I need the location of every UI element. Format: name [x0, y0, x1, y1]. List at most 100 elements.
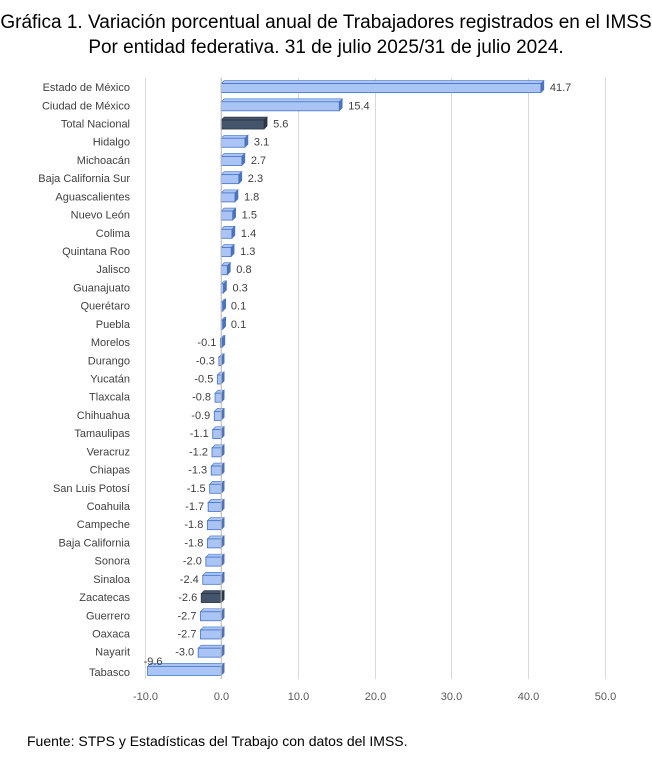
- bar-front-face: [211, 447, 222, 458]
- bar-front-face: [206, 520, 222, 531]
- data-label: -0.9: [191, 410, 210, 422]
- category-label: Ciudad de México: [42, 100, 130, 112]
- bar-front-face: [220, 228, 233, 239]
- category-label: Puebla: [96, 319, 131, 331]
- bar: [220, 280, 228, 294]
- bar-front-face: [220, 101, 340, 112]
- bar-front-face: [220, 265, 228, 276]
- bar: [220, 225, 236, 240]
- data-label: -2.4: [180, 574, 199, 586]
- data-label: 41.7: [550, 82, 571, 94]
- category-label: Total Nacional: [61, 119, 130, 131]
- category-label: Quintana Roo: [62, 246, 130, 258]
- category-label: San Luis Potosí: [53, 483, 130, 495]
- data-label: 0.8: [236, 264, 251, 276]
- bar: [220, 79, 545, 94]
- data-label: 5.6: [273, 119, 288, 131]
- data-label: -3.0: [175, 647, 194, 659]
- category-label: Nayarit: [95, 647, 130, 659]
- category-label: Yucatán: [90, 374, 130, 386]
- bar-top-face: [220, 80, 545, 84]
- x-tick-label: 40.0: [518, 691, 539, 703]
- bar-front-face: [220, 174, 240, 185]
- data-label: -1.8: [184, 537, 203, 549]
- bar: [199, 608, 225, 622]
- data-label: 1.8: [244, 191, 259, 203]
- bar-front-face: [206, 538, 222, 549]
- data-label: -9.6: [144, 656, 163, 668]
- x-tick-label: -10.0: [133, 691, 158, 703]
- bar: [220, 262, 232, 276]
- data-label: -1.2: [189, 446, 208, 458]
- bar: [211, 444, 225, 458]
- data-label: -0.3: [196, 355, 215, 367]
- data-label: -2.7: [177, 610, 196, 622]
- data-label: -1.5: [187, 483, 206, 495]
- category-label: Guanajuato: [73, 282, 130, 294]
- bar: [220, 207, 237, 221]
- category-label: Morelos: [91, 337, 131, 349]
- x-tick-label: 20.0: [365, 691, 386, 703]
- bar-front-face: [200, 629, 222, 640]
- data-label: -2.0: [183, 556, 202, 568]
- bar: [220, 316, 227, 331]
- category-label: Baja California Sur: [38, 173, 130, 185]
- data-label: -1.3: [188, 465, 207, 477]
- bar: [214, 389, 225, 403]
- category-label: Estado de México: [43, 82, 130, 94]
- data-label: -1.1: [190, 428, 209, 440]
- data-label: 0.3: [232, 282, 247, 294]
- category-label: Colima: [96, 228, 131, 240]
- bar: [220, 116, 268, 130]
- bar-top-face: [197, 644, 225, 649]
- chart-subtitle: Por entidad federativa. 31 de julio 2025…: [88, 37, 564, 58]
- bar-front-face: [209, 483, 222, 494]
- category-label: Querétaro: [80, 301, 130, 313]
- bar-front-face: [202, 574, 222, 585]
- bar-front-face: [220, 247, 232, 257]
- bar: [220, 98, 343, 112]
- bar-front-face: [207, 502, 222, 512]
- bar-top-face: [220, 116, 268, 121]
- category-label: Tamaulipas: [74, 428, 130, 440]
- category-label: Tabasco: [89, 667, 130, 679]
- data-label: 1.3: [240, 246, 255, 258]
- x-tick-label: 50.0: [595, 691, 616, 703]
- bar-front-face: [210, 465, 222, 476]
- bar: [220, 298, 227, 312]
- source-note: Fuente: STPS y Estadísticas del Trabajo …: [27, 733, 408, 749]
- bar-front-face: [220, 83, 542, 94]
- bar: [220, 189, 239, 203]
- bar: [213, 407, 225, 422]
- bar: [220, 134, 249, 148]
- bar: [197, 644, 225, 658]
- data-label: 2.7: [251, 155, 266, 167]
- category-label: Guerrero: [86, 610, 130, 622]
- bar-front-face: [197, 647, 222, 658]
- bar-front-face: [200, 611, 222, 622]
- category-label: Sonora: [95, 556, 131, 568]
- x-tick-label: 0.0: [214, 691, 229, 703]
- bar: [199, 626, 225, 640]
- bar-top-face: [220, 98, 343, 103]
- category-label: Coahuila: [87, 501, 131, 513]
- category-label: Oaxaca: [92, 628, 131, 640]
- bar-top-face: [199, 608, 225, 613]
- bar-top-face: [220, 153, 246, 157]
- chart-title-block: Gráfica 1. Variación porcentual anual de…: [0, 10, 652, 60]
- bar-top-face: [220, 171, 243, 175]
- bar-front-face: [212, 429, 222, 440]
- category-label: Chihuahua: [77, 410, 131, 422]
- category-label: Sinaloa: [93, 574, 131, 586]
- x-tick-label: 30.0: [441, 691, 462, 703]
- bar: [210, 462, 225, 476]
- category-label: Durango: [88, 355, 130, 367]
- data-label: 3.1: [254, 137, 269, 149]
- category-label: Tlaxcala: [89, 392, 131, 404]
- bar: [220, 243, 235, 258]
- category-label: Veracruz: [87, 446, 130, 458]
- bar: [208, 480, 225, 494]
- category-label: Hidalgo: [93, 137, 130, 149]
- bar-front-face: [220, 119, 265, 130]
